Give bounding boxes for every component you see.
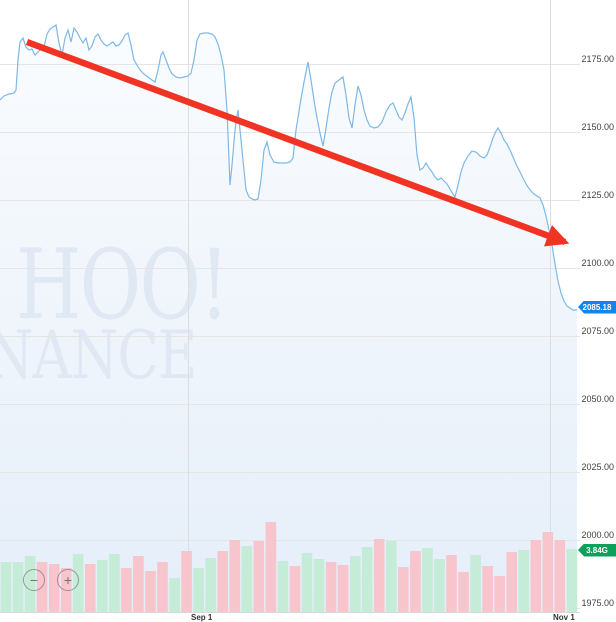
volume-bar <box>253 541 265 612</box>
volume-bar <box>470 555 481 612</box>
volume-bar <box>145 571 156 612</box>
y-axis-label: 2000.00 <box>581 530 614 540</box>
volume-bar <box>337 565 349 612</box>
volume-bar <box>217 551 228 612</box>
volume-bar <box>0 562 12 612</box>
volume-bar <box>229 540 241 612</box>
volume-bar <box>494 576 505 612</box>
y-axis-label: 2150.00 <box>581 122 614 132</box>
volume-bar <box>386 541 397 612</box>
volume-bar <box>289 566 301 612</box>
volume-bar <box>193 568 204 612</box>
volume-bar <box>566 549 578 612</box>
volume-bar <box>482 566 493 612</box>
zoom-out-button[interactable]: − <box>23 569 45 591</box>
y-axis-label: 2125.00 <box>581 190 614 200</box>
volume-bar <box>458 572 469 612</box>
current-price-value: 2085.18 <box>582 302 612 312</box>
volume-bar <box>121 568 132 612</box>
volume-bar <box>398 567 409 612</box>
y-axis-label: 2175.00 <box>581 54 614 64</box>
current-volume-badge: 3.84G <box>578 543 616 557</box>
volume-bar <box>181 551 192 612</box>
volume-bar <box>157 562 168 612</box>
volume-bar <box>48 564 60 612</box>
volume-bar <box>530 540 542 612</box>
current-price-badge: 2085.18 <box>578 300 616 314</box>
volume-bar <box>85 564 96 612</box>
volume-bar <box>169 578 180 612</box>
y-axis-label: 2075.00 <box>581 326 614 336</box>
volume-bar <box>301 553 313 612</box>
volume-bar <box>373 539 385 612</box>
volume-bar <box>133 556 144 612</box>
zoom-in-button[interactable]: + <box>57 569 79 591</box>
volume-bar <box>265 522 277 612</box>
current-volume-value: 3.84G <box>586 545 608 555</box>
volume-bar <box>205 558 216 612</box>
volume-bar <box>542 532 554 612</box>
y-axis-label: 2025.00 <box>581 462 614 472</box>
volume-bar <box>241 546 253 612</box>
x-axis-label: Sep 1 <box>191 613 213 622</box>
volume-bar <box>422 548 433 612</box>
y-axis-label: 2050.00 <box>581 394 614 404</box>
volume-bar <box>349 556 361 612</box>
watermark-yahoo: HOO! <box>16 230 228 342</box>
volume-bar <box>313 559 325 612</box>
trend-arrow <box>25 38 570 247</box>
volume-bar <box>325 562 337 612</box>
volume-bar <box>109 554 120 612</box>
volume-bar <box>277 561 289 612</box>
volume-bar <box>506 552 517 612</box>
x-axis-label: Nov 1 <box>553 613 575 622</box>
volume-bar <box>518 550 529 612</box>
watermark-finance: NANCE <box>0 318 197 395</box>
volume-bar <box>361 547 373 612</box>
volume-bar <box>434 559 445 612</box>
volume-bar <box>446 555 457 612</box>
volume-bar <box>12 562 24 612</box>
y-axis-label: 1975.00 <box>581 598 614 608</box>
volume-bar <box>554 540 566 612</box>
volume-bar <box>410 551 421 612</box>
volume-bar <box>97 560 108 612</box>
y-axis-label: 2100.00 <box>581 258 614 268</box>
price-area-fill <box>0 25 577 613</box>
price-line <box>0 23 577 311</box>
